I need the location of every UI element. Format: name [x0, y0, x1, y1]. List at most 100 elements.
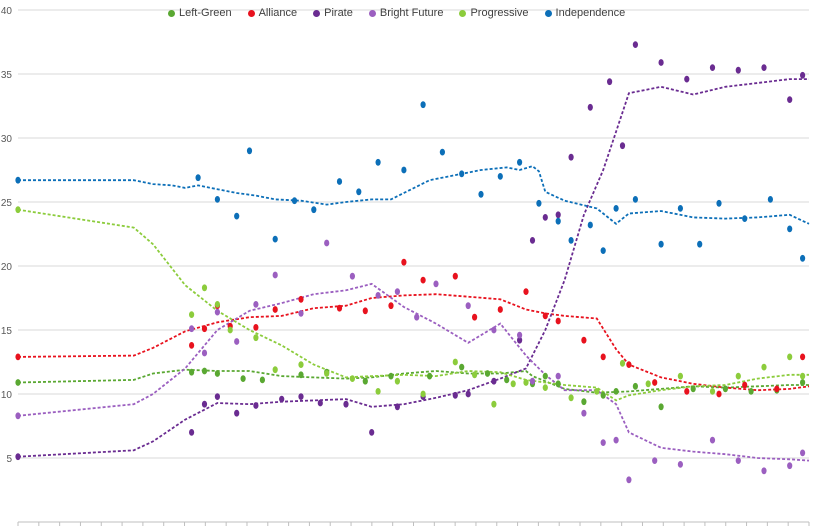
independence-poll-point — [439, 148, 445, 156]
alliance-poll-point — [420, 276, 426, 284]
pirate-poll-point — [787, 96, 793, 103]
independence-poll-point — [767, 196, 774, 203]
legend-label-bright-future: Bright Future — [379, 7, 444, 19]
legend-label-left-green: Left-Green — [179, 7, 232, 19]
progressive-poll-point — [542, 384, 548, 391]
pirate-poll-point — [800, 71, 806, 79]
progressive-poll-point — [510, 380, 516, 388]
independence-start-point — [15, 176, 21, 184]
left-green-poll-point — [600, 391, 606, 399]
pirate-poll-point — [234, 409, 240, 417]
bright-future-poll-point — [529, 377, 536, 385]
independence-poll-point — [420, 101, 426, 109]
progressive-poll-point — [375, 388, 381, 395]
progressive-poll-point — [472, 371, 478, 379]
y-tick-label: 30 — [1, 134, 13, 145]
progressive-poll-point — [491, 400, 497, 408]
left-green-poll-point — [201, 367, 208, 375]
alliance-poll-point — [401, 258, 407, 266]
legend: Left-Green Alliance Pirate Bright Future Pro… — [168, 7, 641, 19]
progressive-poll-point — [253, 334, 259, 342]
bright-future-poll-point — [709, 436, 716, 444]
pirate-poll-point — [568, 153, 574, 161]
independence-poll-point — [677, 205, 684, 212]
legend-item-progressive: Progressive — [459, 7, 529, 19]
independence-poll-point — [478, 190, 484, 198]
pirate-poll-point — [317, 399, 323, 407]
y-axis-ticks: 5 10 15 20 25 30 35 40 — [1, 6, 13, 465]
pirate-poll-point — [394, 403, 400, 411]
left-green-poll-point — [748, 388, 754, 395]
trend-lines — [17, 78, 810, 462]
bright-future-poll-point — [652, 457, 658, 464]
progressive-poll-point — [189, 311, 195, 318]
independence-poll-point — [234, 212, 240, 220]
pirate-poll-point — [298, 393, 304, 400]
independence-poll-point — [742, 215, 748, 223]
bright-future-poll-point — [465, 302, 471, 310]
independence-poll-point — [311, 206, 317, 214]
progressive-poll-point — [214, 301, 220, 308]
progressive-poll-point — [452, 358, 458, 366]
gridlines — [18, 9, 809, 459]
alliance-poll-point — [600, 353, 606, 361]
bright-future-start-point — [15, 412, 21, 420]
legend-item-alliance: Alliance — [247, 7, 297, 19]
y-tick-label: 25 — [1, 198, 13, 209]
y-tick-label: 20 — [1, 262, 13, 273]
left-green-poll-point — [504, 376, 510, 384]
progressive-poll-point — [645, 380, 651, 388]
pirate-poll-point — [632, 41, 639, 48]
legend-label-independence: Independence — [555, 7, 626, 19]
left-green-poll-point — [722, 385, 729, 393]
independence-trend-line — [18, 165, 810, 225]
pirate-poll-point — [619, 142, 626, 150]
independence-poll-point — [517, 158, 523, 166]
bright-future-poll-point — [800, 449, 806, 457]
progressive-poll-point — [619, 359, 626, 367]
y-tick-label: 35 — [1, 70, 13, 81]
bright-future-poll-point — [787, 462, 793, 470]
independence-poll-point — [800, 254, 806, 262]
alliance-poll-point — [542, 312, 548, 320]
legend-marker-left-green — [168, 9, 175, 17]
independence-poll-point — [613, 205, 619, 212]
independence-poll-point — [568, 237, 574, 244]
progressive-poll-point — [735, 372, 741, 380]
alliance-poll-point — [774, 385, 780, 393]
alliance-poll-point — [298, 295, 304, 303]
independence-poll-point — [291, 197, 298, 205]
pirate-poll-point — [343, 400, 349, 408]
independence-poll-point — [587, 221, 593, 229]
bright-future-poll-point — [735, 457, 741, 464]
progressive-poll-point — [201, 284, 208, 292]
independence-poll-point — [375, 158, 381, 166]
pirate-poll-point — [555, 211, 561, 219]
progressive-poll-point — [800, 372, 806, 380]
left-green-poll-point — [240, 375, 246, 382]
progressive-poll-point — [420, 390, 426, 398]
independence-poll-point — [600, 247, 606, 255]
pirate-poll-point — [189, 429, 195, 436]
alliance-poll-point — [336, 304, 343, 312]
independence-poll-point — [658, 240, 664, 248]
bright-future-poll-point — [349, 272, 355, 280]
independence-poll-point — [246, 147, 253, 155]
bright-future-poll-point — [234, 338, 240, 345]
alliance-poll-point — [684, 388, 690, 395]
independence-poll-point — [459, 170, 465, 178]
independence-poll-point — [716, 199, 722, 207]
bright-future-poll-point — [375, 292, 381, 299]
bright-future-poll-point — [298, 310, 304, 317]
left-green-poll-point — [632, 382, 639, 390]
independence-poll-point — [214, 196, 220, 203]
y-tick-label: 5 — [6, 454, 12, 465]
left-green-trend-line — [17, 368, 809, 394]
alliance-poll-point — [742, 381, 748, 389]
left-green-poll-point — [362, 377, 368, 385]
alliance-poll-point — [452, 272, 458, 280]
left-green-poll-point — [581, 398, 587, 406]
bright-future-poll-point — [600, 439, 606, 446]
legend-marker-bright-future — [368, 9, 376, 17]
left-green-poll-point — [613, 388, 619, 395]
